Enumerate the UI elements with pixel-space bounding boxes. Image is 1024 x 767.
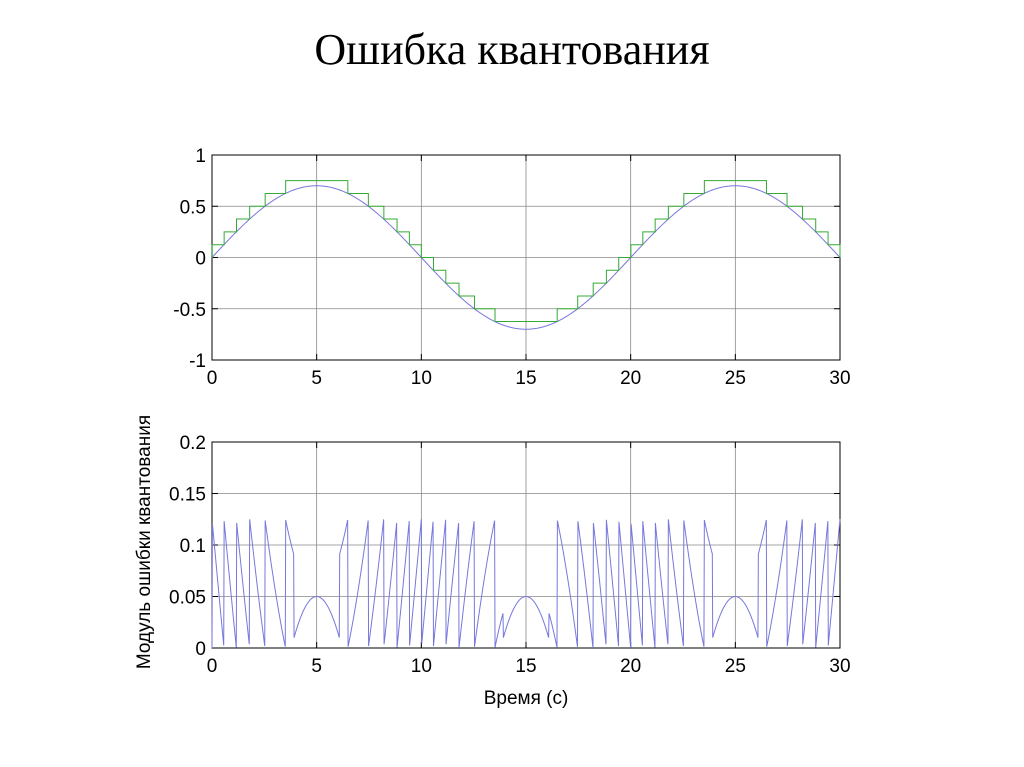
bottom-y-tick-label: 0.2 — [180, 433, 206, 454]
quantized-step-line — [211, 180, 841, 323]
top-x-tick-label: 25 — [725, 368, 746, 389]
slide-title: Ошибка квантования — [314, 25, 710, 74]
bottom-y-tick-label: 0.15 — [169, 485, 206, 506]
bottom-x-tick-label: 20 — [620, 656, 641, 677]
top-y-tick-label: 0 — [195, 249, 206, 270]
bottom-x-tick-label: 30 — [829, 656, 850, 677]
top-y-tick-label: -0.5 — [173, 300, 206, 321]
top-x-tick-label: 30 — [829, 368, 850, 389]
bottom-y-tick-label: 0 — [195, 639, 206, 660]
top-y-tick-label: 1 — [195, 146, 206, 167]
top-y-tick-label: -1 — [189, 351, 206, 372]
signal-line — [211, 185, 841, 330]
bottom-plot: 0 5 10 15 20 25 30 0 0.05 0.1 0.15 0.2 — [169, 433, 851, 677]
top-x-tick-label: 15 — [515, 368, 536, 389]
y-axis-label: Модуль ошибки квантования — [134, 415, 155, 669]
top-x-tick-label: 0 — [207, 368, 218, 389]
bottom-x-tick-label: 10 — [411, 656, 432, 677]
top-y-tick-label: 0.5 — [180, 197, 206, 218]
top-plot: 0 5 10 15 20 25 30 -1 -0.5 0 0.5 1 — [173, 146, 850, 389]
bottom-x-tick-label: 15 — [515, 656, 536, 677]
bottom-x-tick-label: 25 — [725, 656, 746, 677]
top-x-tick-label: 20 — [620, 368, 641, 389]
x-axis-label: Время (с) — [484, 688, 569, 709]
top-x-tick-label: 5 — [311, 368, 322, 389]
bottom-y-tick-label: 0.1 — [180, 536, 206, 557]
error-line — [211, 519, 841, 649]
bottom-x-tick-label: 0 — [207, 656, 218, 677]
bottom-y-tick-label: 0.05 — [169, 588, 206, 609]
bottom-x-tick-label: 5 — [311, 656, 322, 677]
top-x-tick-label: 10 — [411, 368, 432, 389]
